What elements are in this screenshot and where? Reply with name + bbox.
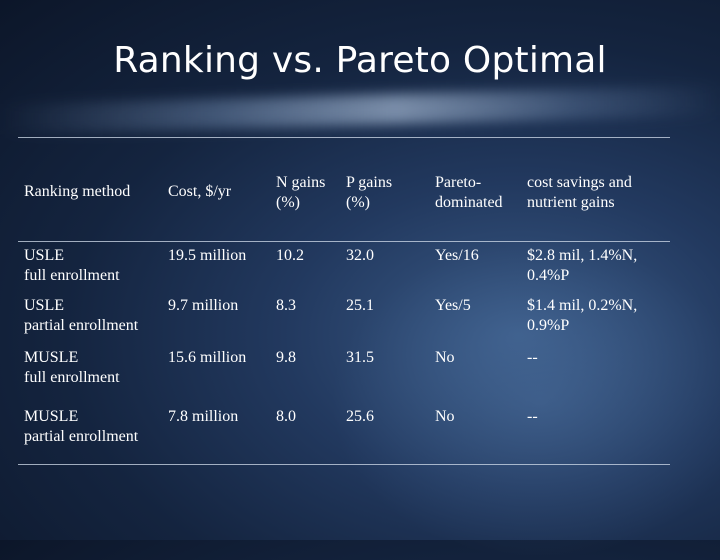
background-glow — [330, 240, 720, 560]
row-pareto: Yes/5 — [435, 297, 471, 314]
row-cost: 15.6 million — [168, 349, 247, 366]
row-n-gains: 8.3 — [276, 297, 296, 314]
header-ranking-method: Ranking method — [24, 183, 131, 200]
row-savings: -- — [527, 349, 538, 366]
row-pareto: No — [435, 349, 455, 366]
row-cost: 19.5 million — [168, 247, 247, 264]
row-p-gains: 31.5 — [346, 349, 374, 366]
header-p-gains: P gains (%) — [346, 174, 393, 211]
header-cost-savings: cost savings and nutrient gains — [527, 174, 632, 211]
row-p-gains: 25.6 — [346, 408, 374, 425]
row-n-gains: 9.8 — [276, 349, 296, 366]
row-pareto: No — [435, 408, 455, 425]
row-n-gains: 10.2 — [276, 247, 304, 264]
row-p-gains: 25.1 — [346, 297, 374, 314]
background-light-streak — [0, 85, 720, 135]
row-method: USLE partial enrollment — [24, 297, 139, 334]
row-savings: $1.4 mil, 0.2%N, 0.9%P — [527, 297, 638, 334]
row-savings: -- — [527, 408, 538, 425]
row-pareto: Yes/16 — [435, 247, 479, 264]
row-method: MUSLE partial enrollment — [24, 408, 139, 445]
table-header-rule — [18, 241, 670, 242]
row-method: USLE full enrollment — [24, 247, 120, 284]
row-p-gains: 32.0 — [346, 247, 374, 264]
header-cost: Cost, $/yr — [168, 183, 232, 200]
row-cost: 7.8 million — [168, 408, 239, 425]
table-bottom-rule — [18, 464, 670, 465]
row-method: MUSLE full enrollment — [24, 349, 120, 386]
row-savings: $2.8 mil, 1.4%N, 0.4%P — [527, 247, 638, 284]
row-cost: 9.7 million — [168, 297, 239, 314]
row-n-gains: 8.0 — [276, 408, 296, 425]
table-top-rule — [18, 137, 670, 138]
header-n-gains: N gains (%) — [276, 174, 326, 211]
slide-title: Ranking vs. Pareto Optimal — [113, 40, 607, 81]
header-pareto-dominated: Pareto- dominated — [435, 174, 503, 211]
